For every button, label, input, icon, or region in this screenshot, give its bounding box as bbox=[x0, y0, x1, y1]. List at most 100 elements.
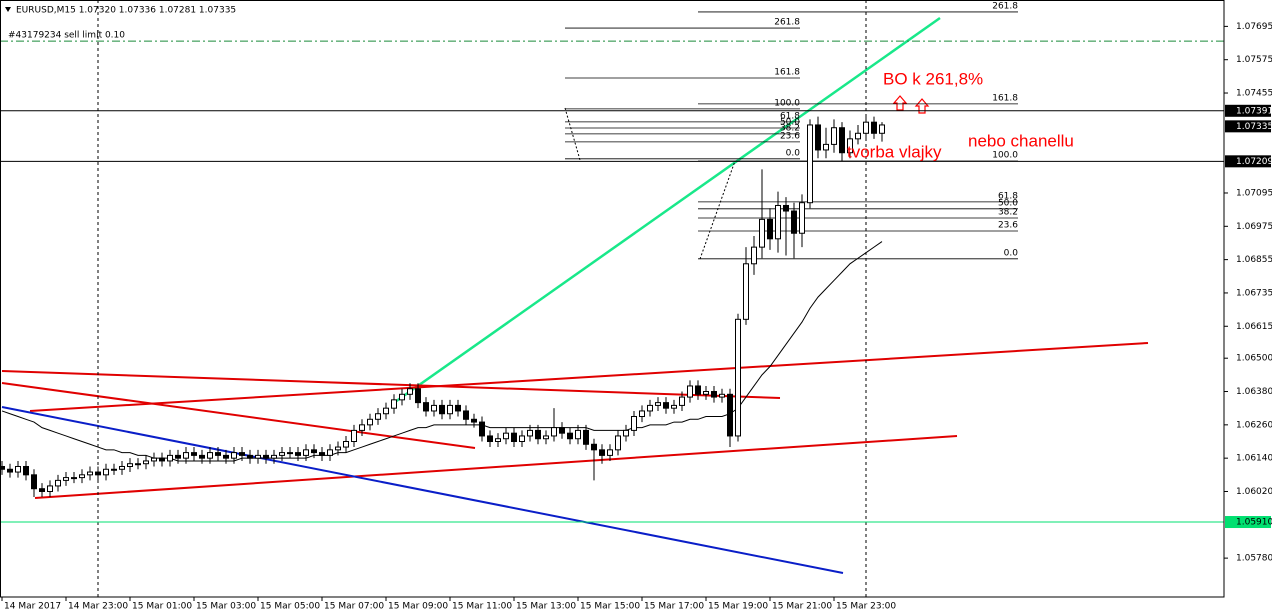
title-icon bbox=[5, 7, 11, 12]
y-tick-label: 1.06855 bbox=[1236, 255, 1272, 265]
candle-body bbox=[527, 429, 533, 437]
fib-label: 50.0 bbox=[998, 198, 1018, 208]
candle-body bbox=[695, 385, 701, 395]
price-box bbox=[1225, 104, 1271, 117]
arrow bbox=[914, 98, 930, 114]
price-box-label: 1.07391 bbox=[1236, 106, 1272, 116]
candle-body bbox=[319, 452, 325, 456]
candle-body bbox=[703, 391, 709, 395]
trend-line bbox=[1, 406, 844, 574]
candle-body bbox=[359, 424, 365, 431]
candle-body bbox=[63, 477, 69, 481]
candle-body bbox=[855, 132, 861, 140]
candle-body bbox=[239, 452, 245, 456]
candle-body bbox=[383, 407, 389, 415]
candle-body bbox=[727, 393, 733, 437]
candle-body bbox=[711, 391, 717, 398]
candle-body bbox=[599, 449, 605, 456]
fib-label: 100.0 bbox=[774, 98, 800, 108]
candle-body bbox=[807, 124, 813, 204]
candle-body bbox=[151, 457, 157, 462]
candle-body bbox=[199, 454, 205, 459]
fib-label: 38.2 bbox=[998, 207, 1018, 217]
trend-line bbox=[1, 382, 476, 449]
y-tick-label: 1.07095 bbox=[1236, 188, 1272, 198]
candle-body bbox=[583, 429, 589, 445]
candle-body bbox=[679, 396, 685, 406]
candle-body bbox=[87, 471, 93, 476]
fib-label: 61.8 bbox=[998, 191, 1018, 201]
candle-body bbox=[399, 393, 405, 401]
candle-body bbox=[863, 121, 869, 134]
candle-body bbox=[0, 465, 5, 470]
candle-body bbox=[503, 432, 509, 440]
x-tick-label: 15 Mar 05:00 bbox=[260, 602, 320, 612]
candle-body bbox=[415, 388, 421, 404]
y-tick-label: 1.06380 bbox=[1236, 387, 1272, 397]
candle-body bbox=[271, 454, 277, 459]
candle-body bbox=[55, 479, 61, 487]
candle-body bbox=[439, 404, 445, 415]
candle-body bbox=[295, 452, 301, 456]
fib-base bbox=[699, 160, 736, 260]
x-tick-label: 15 Mar 03:00 bbox=[196, 602, 256, 612]
candle-body bbox=[327, 449, 333, 456]
trend-line bbox=[394, 16, 941, 404]
price-box-label: 1.07335 bbox=[1236, 122, 1272, 132]
candle-body bbox=[47, 485, 53, 492]
fib-label: 0.0 bbox=[786, 148, 801, 158]
candle-body bbox=[655, 402, 661, 406]
annotation: nebo chanellu bbox=[968, 131, 1074, 150]
annotation: tvorba vlajky bbox=[847, 142, 942, 161]
candle-body bbox=[463, 410, 469, 420]
candle-body bbox=[775, 204, 781, 240]
candle-body bbox=[783, 204, 789, 212]
fib-label: 261.8 bbox=[992, 1, 1018, 11]
candle-body bbox=[287, 452, 293, 455]
x-tick-label: 15 Mar 07:00 bbox=[324, 602, 384, 612]
candle-body bbox=[823, 143, 829, 151]
price-box bbox=[1225, 516, 1271, 529]
x-tick-label: 15 Mar 21:00 bbox=[772, 602, 832, 612]
fib-label: 38.2 bbox=[780, 123, 800, 133]
candle-body bbox=[647, 404, 653, 412]
y-tick-label: 1.07695 bbox=[1236, 22, 1272, 32]
fib-label: 161.8 bbox=[774, 68, 800, 78]
candle-body bbox=[31, 474, 37, 490]
x-tick-label: 15 Mar 01:00 bbox=[132, 602, 192, 612]
candle-body bbox=[591, 443, 597, 451]
candle-body bbox=[559, 427, 565, 434]
y-tick-label: 1.07575 bbox=[1236, 55, 1272, 65]
x-tick-label: 15 Mar 17:00 bbox=[644, 602, 704, 612]
candle-body bbox=[191, 452, 197, 456]
candle-body bbox=[207, 452, 213, 459]
candle-body bbox=[103, 468, 109, 476]
price-box-label: 1.07209 bbox=[1236, 157, 1272, 167]
candle-body bbox=[751, 246, 757, 265]
candle-body bbox=[815, 124, 821, 151]
candle-body bbox=[375, 413, 381, 420]
y-tick-label: 1.07455 bbox=[1236, 89, 1272, 99]
candle-body bbox=[607, 449, 613, 456]
candle-body bbox=[791, 210, 797, 234]
candle-body bbox=[335, 446, 341, 451]
candle-body bbox=[127, 463, 133, 467]
candle-body bbox=[23, 465, 29, 476]
candle-body bbox=[743, 263, 749, 320]
candle-body bbox=[879, 124, 885, 134]
candle-body bbox=[279, 452, 285, 456]
candle-body bbox=[15, 465, 21, 473]
candle-body bbox=[631, 416, 637, 431]
candle-body bbox=[247, 454, 253, 459]
candle-body bbox=[143, 460, 149, 465]
plot-frame bbox=[0, 0, 1225, 598]
candle-body bbox=[663, 402, 669, 409]
y-tick-label: 1.05780 bbox=[1236, 554, 1272, 564]
trend-line bbox=[34, 435, 958, 499]
fib-label: 23.6 bbox=[780, 131, 800, 141]
candle-body bbox=[343, 441, 349, 448]
candle-body bbox=[367, 418, 373, 426]
x-tick-label: 15 Mar 11:00 bbox=[452, 602, 512, 612]
candle-body bbox=[95, 471, 101, 476]
